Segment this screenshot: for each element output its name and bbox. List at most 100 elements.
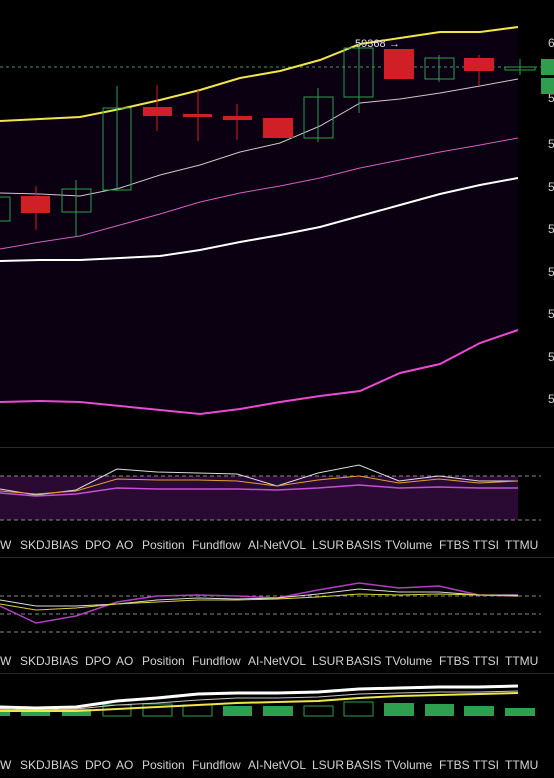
indicator-pane-2[interactable] (0, 558, 554, 650)
tab-position[interactable]: Position (142, 758, 185, 772)
tab-ftbs[interactable]: FTBS (439, 538, 470, 552)
tab-dpo[interactable]: DPO (85, 538, 112, 552)
tab-dpo[interactable]: DPO (85, 654, 112, 668)
candle (303, 96, 334, 139)
lower-band-line (0, 329, 519, 416)
candle (21, 196, 50, 213)
tab-lsur[interactable]: LSUR (312, 758, 345, 772)
current-price-tag-lower (541, 78, 554, 94)
arrow-right-icon: → (389, 38, 400, 50)
tab-bias[interactable]: BIAS (51, 654, 79, 668)
pane-separator (0, 673, 554, 674)
volume-bar (62, 709, 91, 716)
tab-ftbs[interactable]: FTBS (439, 654, 470, 668)
tab-fundflow[interactable]: Fundflow (192, 758, 241, 772)
tab-position[interactable]: Position (142, 538, 185, 552)
volume-bar (425, 704, 454, 716)
upper-band-line (0, 26, 519, 122)
tab-w[interactable]: W (0, 758, 12, 772)
candle (102, 107, 132, 191)
high-price-label: 59368 (355, 38, 386, 50)
indicator-pane-3[interactable] (0, 674, 554, 754)
volume-ma-white (0, 684, 519, 710)
tab-tvolume[interactable]: TVolume (385, 654, 433, 668)
indicator-line-white (0, 588, 518, 607)
tab-skdj[interactable]: SKDJ (20, 758, 51, 772)
tab-ttmu[interactable]: TTMU (505, 758, 539, 772)
indicator-pane-1[interactable] (0, 448, 554, 534)
tab-basis[interactable]: BASIS (346, 758, 382, 772)
volume-bar (223, 706, 252, 716)
candle (424, 57, 455, 80)
ma-grey-line (0, 78, 519, 197)
tab-ai-netvol[interactable]: AI-NetVOL (248, 654, 307, 668)
tab-basis[interactable]: BASIS (346, 538, 382, 552)
tab-ao[interactable]: AO (116, 758, 134, 772)
tab-ao[interactable]: AO (116, 654, 134, 668)
svg-text:5: 5 (548, 180, 554, 194)
candle (504, 66, 536, 71)
tab-ttmu[interactable]: TTMU (505, 538, 539, 552)
tab-bias[interactable]: BIAS (51, 538, 79, 552)
tab-tvolume[interactable]: TVolume (385, 758, 433, 772)
indicator-line-orange (0, 475, 519, 495)
candle (143, 107, 172, 116)
tab-ttsi[interactable]: TTSI (473, 654, 499, 668)
volume-bar (102, 704, 132, 717)
candle (183, 114, 212, 117)
candle (464, 58, 494, 71)
tab-tvolume[interactable]: TVolume (385, 538, 433, 552)
indicator-line-violet (0, 484, 518, 497)
tab-dpo[interactable]: DPO (85, 758, 112, 772)
tab-ttmu[interactable]: TTMU (505, 654, 539, 668)
tab-skdj[interactable]: SKDJ (20, 538, 51, 552)
volume-bar (263, 706, 293, 716)
tab-ao[interactable]: AO (116, 538, 134, 552)
candle (343, 47, 374, 98)
volume-bar (343, 701, 374, 717)
pane-separator (0, 557, 554, 558)
svg-text:5: 5 (548, 392, 554, 406)
tab-skdj[interactable]: SKDJ (20, 654, 51, 668)
candles (0, 42, 536, 237)
mid-line (0, 177, 519, 262)
current-price-tag (541, 59, 554, 75)
pane-separator (0, 447, 554, 448)
volume-bar (384, 703, 414, 716)
tab-bias[interactable]: BIAS (51, 758, 79, 772)
candle (263, 118, 293, 138)
candle (223, 116, 252, 120)
svg-text:5: 5 (548, 91, 554, 105)
volume-ma-yellow (0, 692, 519, 712)
volume-bar (303, 705, 334, 717)
tab-position[interactable]: Position (142, 654, 185, 668)
candle (0, 196, 11, 222)
indicator-tabs-2: W SKDJ BIAS DPO AO Position Fundflow AI-… (0, 650, 554, 674)
tab-ai-netvol[interactable]: AI-NetVOL (248, 538, 307, 552)
tab-fundflow[interactable]: Fundflow (192, 654, 241, 668)
tab-basis[interactable]: BASIS (346, 654, 382, 668)
candle (61, 188, 92, 213)
volume-bar (21, 709, 50, 716)
indicator-line-violet (0, 582, 519, 624)
volume-ma-grey (0, 690, 519, 711)
tab-fundflow[interactable]: Fundflow (192, 538, 241, 552)
tab-lsur[interactable]: LSUR (312, 654, 345, 668)
tab-ai-netvol[interactable]: AI-NetVOL (248, 758, 307, 772)
tab-ttsi[interactable]: TTSI (473, 538, 499, 552)
main-price-chart[interactable]: 6 5 5 5 5 5 5 5 5 (0, 0, 554, 448)
volume-bar (142, 703, 173, 717)
price-axis: 6 5 5 5 5 5 5 5 5 (548, 36, 554, 406)
tab-w[interactable]: W (0, 654, 12, 668)
svg-text:5: 5 (548, 307, 554, 321)
indicator-tabs-3: W SKDJ BIAS DPO AO Position Fundflow AI-… (0, 754, 554, 778)
tab-lsur[interactable]: LSUR (312, 538, 345, 552)
volume-bar (505, 708, 535, 716)
tab-ttsi[interactable]: TTSI (473, 758, 499, 772)
indicator-tabs-1: W SKDJ BIAS DPO AO Position Fundflow AI-… (0, 534, 554, 558)
indicator-line-yellow (0, 593, 519, 611)
tab-w[interactable]: W (0, 538, 12, 552)
tab-ftbs[interactable]: FTBS (439, 758, 470, 772)
svg-text:5: 5 (548, 265, 554, 279)
svg-text:5: 5 (548, 350, 554, 364)
